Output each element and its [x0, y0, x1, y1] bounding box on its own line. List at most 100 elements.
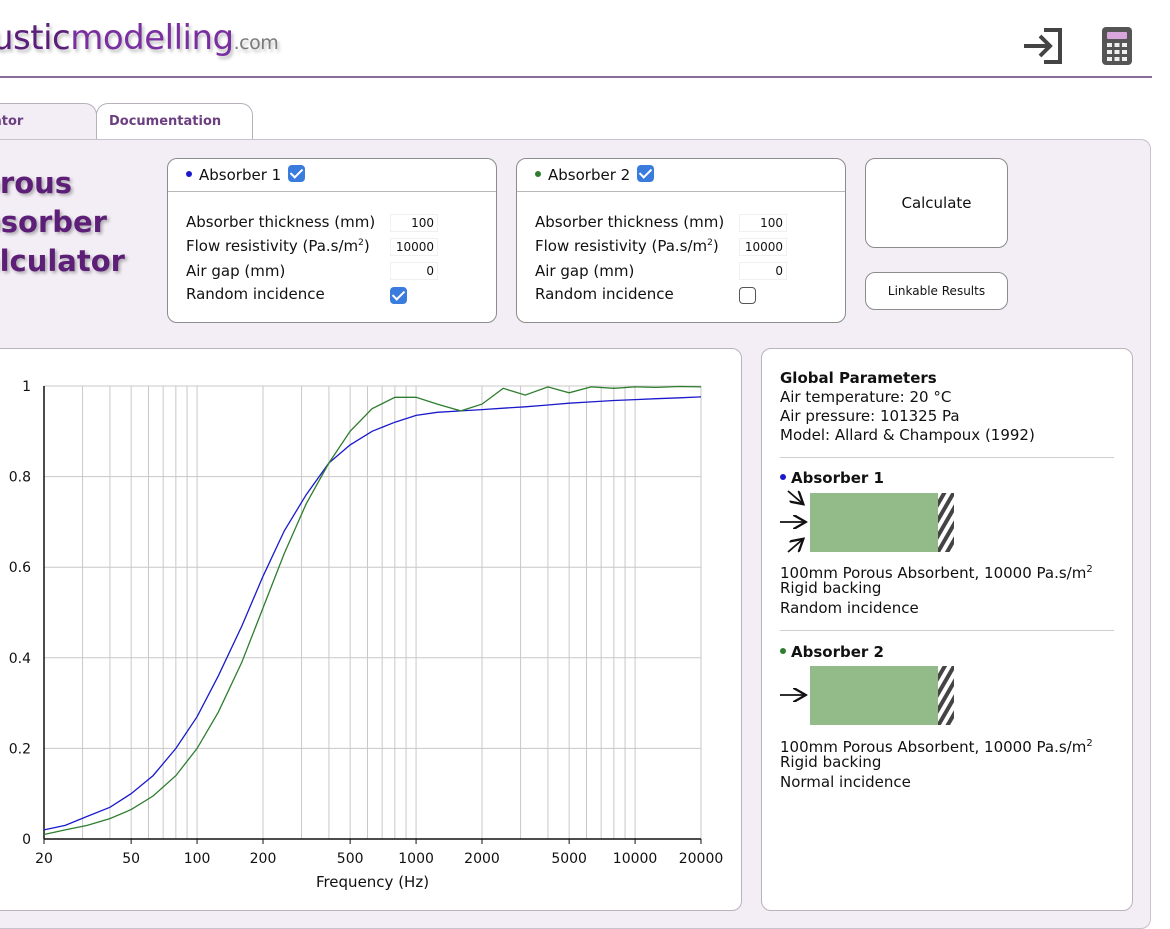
- global-parameters-title: Global Parameters: [780, 369, 937, 387]
- x-tick-label: 10000: [613, 851, 658, 867]
- absorber-1-material-icon: [810, 493, 938, 552]
- x-axis-label: Frequency (Hz): [316, 873, 429, 891]
- flow-resistivity-label-text: Flow resistivity (Pa.s/m: [535, 237, 708, 255]
- flow-resistivity-label-sup: 2: [707, 238, 713, 248]
- flow-resistivity-input[interactable]: 10000: [739, 238, 787, 256]
- incident-arrow-icon: [787, 490, 802, 503]
- flow-resistivity-label-text: Flow resistivity (Pa.s/m: [186, 237, 359, 255]
- absorber-2-diagram: [780, 666, 954, 725]
- tab-calculator[interactable]: ator: [0, 103, 97, 139]
- tab-documentation[interactable]: Documentation: [96, 103, 253, 139]
- absorber-1-info-title-text: Absorber 1: [791, 469, 884, 487]
- flow-resistivity-input[interactable]: 10000: [390, 238, 438, 256]
- random-incidence-label: Random incidence: [186, 285, 325, 303]
- page-title: orous bsorber alculator: [0, 164, 125, 281]
- absorber-2-incidence: Normal incidence: [780, 773, 911, 791]
- x-tick-label: 5000: [551, 851, 587, 867]
- info-divider: [780, 457, 1114, 458]
- y-tick-label: 0.8: [9, 470, 31, 486]
- thickness-input[interactable]: 100: [739, 214, 787, 232]
- x-tick-label: 20000: [679, 851, 724, 867]
- absorber-1-panel: Absorber 1 Absorber thickness (mm) 100 F…: [167, 158, 497, 323]
- absorber-1-diagram: [780, 490, 954, 553]
- x-tick-label: 20: [35, 851, 53, 867]
- absorber-1-incidence: Random incidence: [780, 599, 919, 617]
- thickness-input[interactable]: 100: [390, 214, 438, 232]
- header-divider: [0, 76, 1152, 78]
- absorber-1-enable-checkbox[interactable]: [288, 165, 306, 182]
- absorber-2-dot-icon: [535, 170, 541, 177]
- absorber-2-material-icon: [810, 666, 938, 725]
- site-logo[interactable]: usticmodelling.com: [0, 18, 279, 68]
- air-gap-input[interactable]: 0: [739, 262, 787, 280]
- y-tick-label: 0.4: [9, 651, 31, 667]
- title-line-2: bsorber: [0, 205, 107, 239]
- air-pressure-text: Air pressure: 101325 Pa: [780, 407, 960, 425]
- x-tick-label: 100: [184, 851, 211, 867]
- absorber-1-description-sup: 2: [1086, 564, 1093, 575]
- flow-resistivity-label-close: ): [712, 237, 719, 255]
- absorber-2-description-sup: 2: [1086, 738, 1093, 749]
- absorber-2-backing-icon: [938, 666, 954, 725]
- series-line-absorber-2: [43, 385, 702, 836]
- title-line-1: orous: [0, 166, 73, 200]
- absorber-1-backing-icon: [938, 493, 954, 552]
- absorber-2-info-title: Absorber 2: [780, 643, 884, 662]
- air-gap-label: Air gap (mm): [186, 262, 286, 280]
- absorber-2-info-title-text: Absorber 2: [791, 643, 884, 661]
- y-tick-label: 1: [22, 379, 31, 395]
- random-incidence-label: Random incidence: [535, 285, 674, 303]
- flow-resistivity-label: Flow resistivity (Pa.s/m2): [186, 237, 370, 255]
- random-incidence-checkbox[interactable]: [739, 287, 756, 304]
- y-tick-label: 0.2: [9, 741, 31, 757]
- info-divider: [780, 630, 1114, 631]
- x-tick-label: 200: [250, 851, 277, 867]
- absorber-1-info-dot-icon: [780, 473, 786, 480]
- absorber-2-panel: Absorber 2 Absorber thickness (mm) 100 F…: [516, 158, 846, 323]
- x-tick-label: 2000: [464, 851, 500, 867]
- absorber-2-description-text: 100mm Porous Absorbent, 10000 Pa.s/m: [780, 738, 1087, 756]
- absorber-1-header: Absorber 1: [168, 159, 496, 192]
- title-line-3: alculator: [0, 244, 125, 278]
- calculate-button[interactable]: Calculate: [865, 158, 1008, 248]
- absorber-1-description: 100mm Porous Absorbent, 10000 Pa.s/m2: [780, 560, 1093, 583]
- absorber-2-info-dot-icon: [780, 647, 786, 654]
- absorber-2-header: Absorber 2: [517, 159, 845, 192]
- flow-resistivity-label-close: ): [363, 237, 370, 255]
- air-gap-input[interactable]: 0: [390, 262, 438, 280]
- absorber-2-enable-checkbox[interactable]: [637, 165, 655, 182]
- series-line-absorber-1: [43, 396, 702, 831]
- calculator-icon[interactable]: [1101, 26, 1133, 66]
- thickness-label: Absorber thickness (mm): [186, 213, 376, 231]
- absorber-1-dot-icon: [186, 170, 192, 177]
- absorption-chart: 0 0.2 0.4 0.6 0.8 1 20 50 100 200 500 1000 2000 5000 1…: [9, 379, 724, 891]
- thickness-label: Absorber thickness (mm): [535, 213, 725, 231]
- absorber-2-title: Absorber 2: [548, 166, 631, 184]
- absorber-2-description: 100mm Porous Absorbent, 10000 Pa.s/m2: [780, 734, 1093, 757]
- model-text: Model: Allard & Champoux (1992): [780, 426, 1035, 444]
- tab-calculator-label: ator: [0, 114, 24, 129]
- absorber-2-backing: Rigid backing: [780, 753, 882, 771]
- logo-text-part1: ustic: [0, 18, 71, 58]
- info-panel: Global Parameters Air temperature: 20 °C…: [761, 348, 1133, 911]
- air-gap-label: Air gap (mm): [535, 262, 635, 280]
- absorber-1-backing: Rigid backing: [780, 579, 882, 597]
- absorber-1-info-title: Absorber 1: [780, 469, 884, 488]
- flow-resistivity-label: Flow resistivity (Pa.s/m2): [535, 237, 719, 255]
- x-tick-label: 1000: [398, 851, 434, 867]
- absorber-1-description-text: 100mm Porous Absorbent, 10000 Pa.s/m: [780, 564, 1087, 582]
- chart-panel: 0 0.2 0.4 0.6 0.8 1 20 50 100 200 500 1000 2000 5000 1…: [0, 348, 742, 911]
- linkable-results-button[interactable]: Linkable Results: [865, 272, 1008, 310]
- absorber-1-title: Absorber 1: [199, 166, 282, 184]
- tab-documentation-label: Documentation: [109, 114, 222, 129]
- x-tick-label: 500: [337, 851, 364, 867]
- y-tick-label: 0: [22, 832, 31, 848]
- y-tick-label: 0.6: [9, 560, 31, 576]
- random-incidence-checkbox[interactable]: [390, 287, 407, 304]
- login-icon[interactable]: [1022, 26, 1066, 66]
- logo-text-suffix: .com: [233, 32, 279, 54]
- air-temperature-text: Air temperature: 20 °C: [780, 388, 952, 406]
- logo-text-part2: modelling: [70, 18, 234, 58]
- flow-resistivity-label-sup: 2: [358, 238, 364, 248]
- incident-arrow-icon: [787, 540, 802, 553]
